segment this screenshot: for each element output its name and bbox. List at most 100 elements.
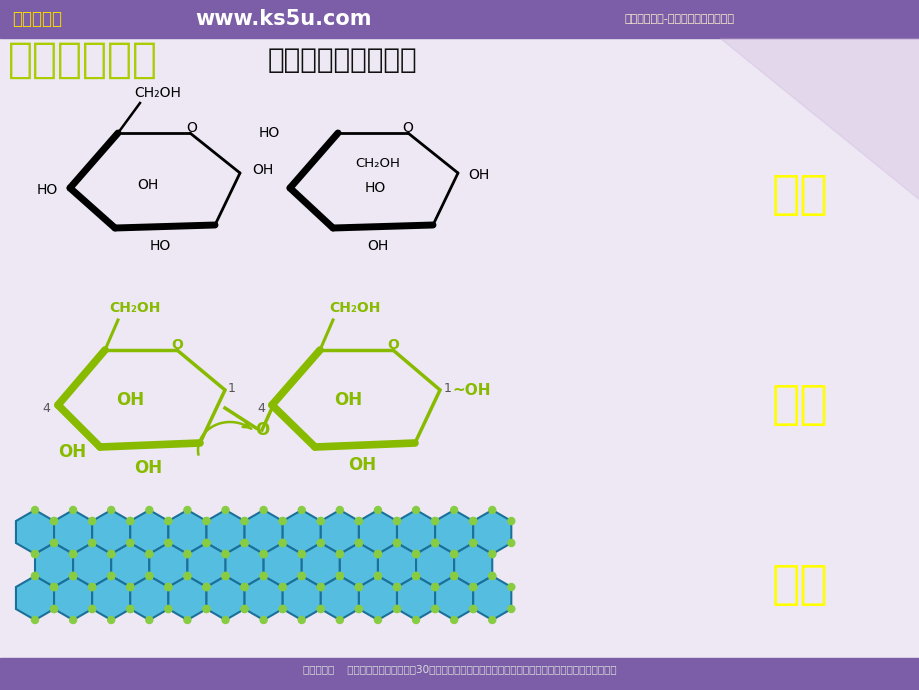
Polygon shape bbox=[282, 510, 321, 554]
Circle shape bbox=[298, 573, 305, 580]
Circle shape bbox=[145, 616, 153, 624]
Circle shape bbox=[70, 506, 76, 513]
Circle shape bbox=[241, 518, 248, 524]
Circle shape bbox=[298, 551, 305, 558]
Polygon shape bbox=[92, 510, 130, 554]
Text: ~OH: ~OH bbox=[451, 382, 490, 397]
Polygon shape bbox=[720, 38, 919, 200]
Circle shape bbox=[488, 551, 495, 558]
Circle shape bbox=[184, 573, 191, 580]
Circle shape bbox=[488, 506, 495, 513]
Text: 二糖: 二糖 bbox=[771, 382, 827, 428]
Text: HO: HO bbox=[37, 183, 58, 197]
Circle shape bbox=[165, 584, 172, 591]
Circle shape bbox=[450, 573, 457, 580]
Circle shape bbox=[31, 506, 39, 513]
Circle shape bbox=[336, 573, 343, 580]
Circle shape bbox=[470, 606, 476, 613]
Polygon shape bbox=[130, 576, 168, 620]
Text: 单糖: 单糖 bbox=[771, 172, 827, 217]
Circle shape bbox=[203, 540, 210, 546]
Circle shape bbox=[317, 606, 323, 613]
Circle shape bbox=[260, 616, 267, 624]
Circle shape bbox=[127, 584, 133, 591]
Circle shape bbox=[412, 573, 419, 580]
Circle shape bbox=[393, 540, 400, 546]
Circle shape bbox=[221, 551, 229, 558]
Circle shape bbox=[70, 573, 76, 580]
Circle shape bbox=[431, 540, 438, 546]
Circle shape bbox=[393, 584, 400, 591]
Circle shape bbox=[241, 540, 248, 546]
Polygon shape bbox=[244, 510, 282, 554]
Polygon shape bbox=[397, 576, 435, 620]
Circle shape bbox=[88, 584, 96, 591]
Circle shape bbox=[108, 573, 115, 580]
Circle shape bbox=[221, 551, 229, 558]
Circle shape bbox=[278, 584, 286, 591]
Circle shape bbox=[412, 506, 419, 513]
Text: 1: 1 bbox=[228, 382, 235, 395]
Circle shape bbox=[165, 518, 172, 524]
Circle shape bbox=[184, 551, 191, 558]
Circle shape bbox=[241, 518, 248, 524]
Circle shape bbox=[412, 551, 419, 558]
Circle shape bbox=[221, 551, 229, 558]
Circle shape bbox=[203, 540, 210, 546]
Circle shape bbox=[470, 584, 476, 591]
Circle shape bbox=[393, 606, 400, 613]
Circle shape bbox=[145, 573, 153, 580]
Circle shape bbox=[165, 540, 172, 546]
Circle shape bbox=[260, 573, 267, 580]
Circle shape bbox=[298, 551, 305, 558]
Circle shape bbox=[184, 551, 191, 558]
Polygon shape bbox=[16, 510, 54, 554]
Circle shape bbox=[355, 584, 362, 591]
Circle shape bbox=[145, 551, 153, 558]
Text: 高考资源网: 高考资源网 bbox=[12, 10, 62, 28]
Text: OH: OH bbox=[137, 178, 158, 192]
Circle shape bbox=[70, 551, 76, 558]
Circle shape bbox=[355, 540, 362, 546]
Circle shape bbox=[165, 584, 172, 591]
Polygon shape bbox=[472, 576, 511, 620]
Text: HO: HO bbox=[258, 126, 279, 140]
Circle shape bbox=[145, 506, 153, 513]
Circle shape bbox=[393, 584, 400, 591]
Circle shape bbox=[145, 573, 153, 580]
Text: 1: 1 bbox=[444, 382, 451, 395]
Circle shape bbox=[31, 573, 39, 580]
Circle shape bbox=[450, 573, 457, 580]
Text: 高考资源网    第一时间更新名校试题，30个省市区资源一网打尽！课件、教案、学案、素材、论文种类齐全。: 高考资源网 第一时间更新名校试题，30个省市区资源一网打尽！课件、教案、学案、素… bbox=[303, 664, 616, 674]
Circle shape bbox=[165, 540, 172, 546]
Text: OH: OH bbox=[116, 391, 144, 409]
Text: OH: OH bbox=[334, 391, 362, 409]
Circle shape bbox=[70, 573, 76, 580]
Circle shape bbox=[450, 506, 457, 513]
Circle shape bbox=[393, 540, 400, 546]
Circle shape bbox=[203, 606, 210, 613]
Circle shape bbox=[203, 518, 210, 524]
Circle shape bbox=[241, 540, 248, 546]
Polygon shape bbox=[54, 510, 92, 554]
Circle shape bbox=[507, 518, 515, 524]
Circle shape bbox=[450, 573, 457, 580]
Circle shape bbox=[317, 518, 323, 524]
Circle shape bbox=[470, 518, 476, 524]
Circle shape bbox=[165, 518, 172, 524]
Circle shape bbox=[393, 518, 400, 524]
Circle shape bbox=[51, 606, 58, 613]
Circle shape bbox=[278, 540, 286, 546]
Circle shape bbox=[51, 584, 58, 591]
Circle shape bbox=[203, 518, 210, 524]
Circle shape bbox=[88, 518, 96, 524]
Circle shape bbox=[431, 606, 438, 613]
Circle shape bbox=[488, 551, 495, 558]
Circle shape bbox=[393, 584, 400, 591]
Circle shape bbox=[241, 540, 248, 546]
Circle shape bbox=[317, 540, 323, 546]
Bar bbox=[0, 0, 919, 38]
Circle shape bbox=[31, 616, 39, 624]
Polygon shape bbox=[149, 543, 187, 587]
Bar bbox=[0, 38, 919, 658]
